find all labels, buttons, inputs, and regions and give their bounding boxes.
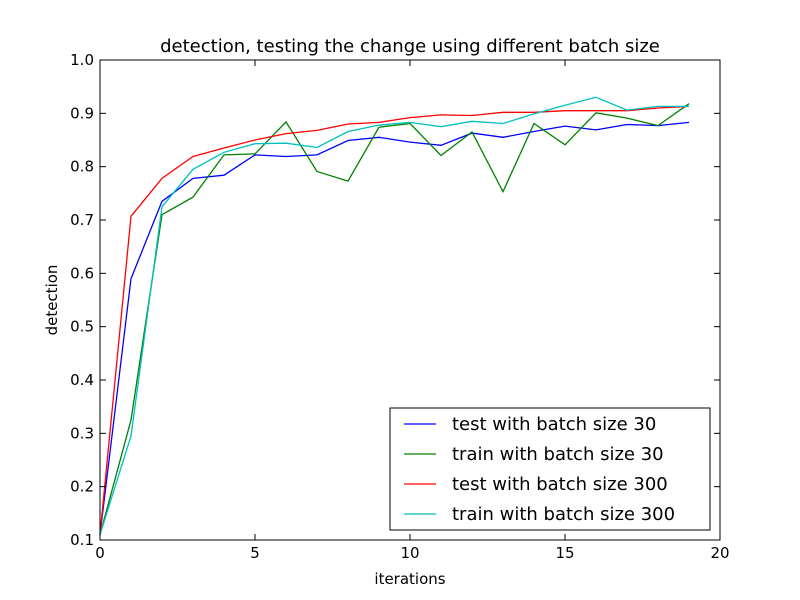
x-tick-label: 15 xyxy=(555,544,574,562)
y-axis-label: detection xyxy=(43,265,61,336)
x-axis-label: iterations xyxy=(374,570,445,588)
x-tick-label: 20 xyxy=(710,544,729,562)
y-tick-label: 0.1 xyxy=(70,531,94,549)
plot-area: 0 5 10 15 20 0.1 0.2 0.3 0.4 0.5 0.6 0.7 0.8 0.9 1.0 xyxy=(70,51,729,562)
y-tick-label: 0.4 xyxy=(70,371,94,389)
legend-label: train with batch size 30 xyxy=(452,444,664,465)
x-tick-label: 5 xyxy=(250,544,260,562)
y-tick-label: 0.5 xyxy=(70,318,94,336)
x-tick-label: 0 xyxy=(95,544,105,562)
y-tick-label: 0.6 xyxy=(70,264,94,282)
legend-label: train with batch size 300 xyxy=(452,504,675,525)
y-tick-label: 0.7 xyxy=(70,211,94,229)
series-line-2 xyxy=(99,103,690,535)
series-line-1 xyxy=(99,121,690,535)
y-tick-label: 0.9 xyxy=(70,104,94,122)
legend-label: test with batch size 300 xyxy=(452,474,668,495)
y-tick-label: 1.0 xyxy=(70,51,94,69)
y-tick-label: 0.8 xyxy=(70,158,94,176)
x-tick-label: 10 xyxy=(400,544,419,562)
legend-label: test with batch size 30 xyxy=(452,414,656,435)
y-tick-label: 0.3 xyxy=(70,424,94,442)
legend-box xyxy=(389,407,711,531)
legend: test with batch size 30 train with batch … xyxy=(389,407,711,531)
series-line-4 xyxy=(99,96,689,535)
chart-title: detection, testing the change using diff… xyxy=(160,36,660,57)
series-line-3 xyxy=(99,105,690,535)
y-tick-label: 0.2 xyxy=(70,478,94,496)
